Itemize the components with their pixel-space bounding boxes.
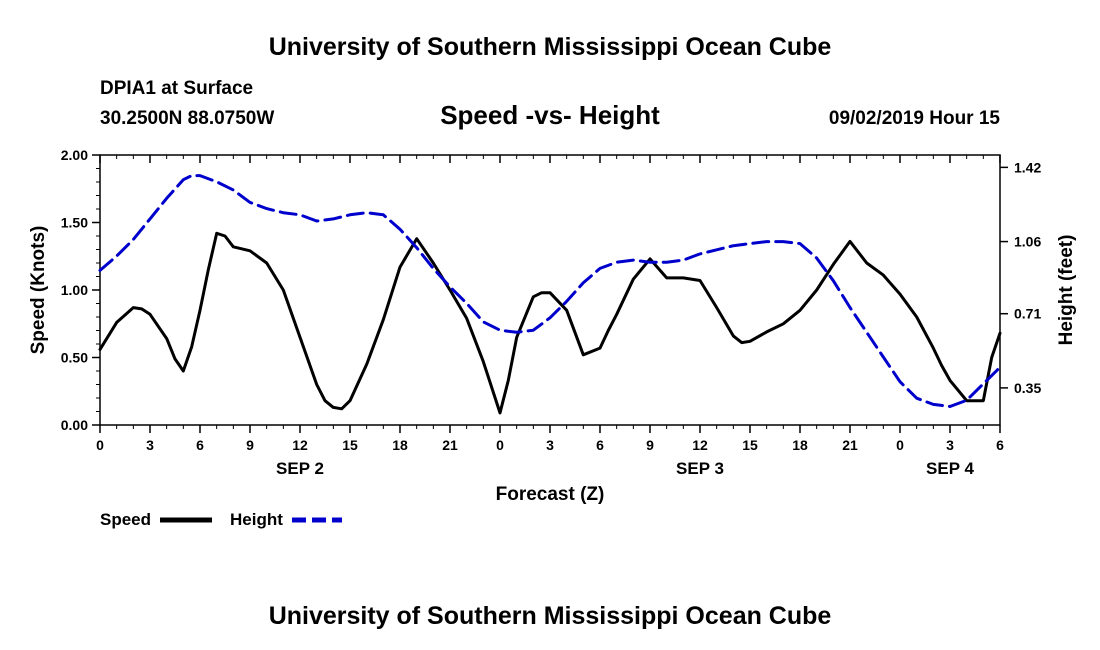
x-axis: 0 3 6 9 12 15 18 21 0 3 6 9 12 15 18 21 0 3 6 xyxy=(96,155,1004,453)
x-tick-label: 12 xyxy=(692,437,708,453)
plot-border xyxy=(99,154,1001,426)
plot-frame xyxy=(99,154,1001,426)
y2-tick-label: 1.42 xyxy=(1014,159,1041,175)
y-tick-label: 0.00 xyxy=(61,417,88,433)
x-tick-label: 15 xyxy=(342,437,358,453)
x-tick-label: 9 xyxy=(646,437,654,453)
y-tick-label: 1.00 xyxy=(61,282,88,298)
x-tick-label: 6 xyxy=(196,437,204,453)
day-label: SEP 4 xyxy=(926,459,974,478)
series-layer xyxy=(98,174,1002,415)
y-tick-label: 2.00 xyxy=(61,147,88,163)
x-tick-label: 18 xyxy=(792,437,808,453)
x-tick-label: 9 xyxy=(246,437,254,453)
plot-title: Speed -vs- Height xyxy=(440,100,660,130)
x-tick-label: 0 xyxy=(96,437,104,453)
legend-height-label: Height xyxy=(230,510,283,529)
series-line-height xyxy=(98,174,1002,408)
day-label: SEP 2 xyxy=(276,459,324,478)
x-axis-label: Forecast (Z) xyxy=(496,484,605,505)
x-tick-label: 3 xyxy=(146,437,154,453)
series-line-speed xyxy=(98,231,1002,415)
x-tick-label: 21 xyxy=(842,437,858,453)
x-tick-label: 6 xyxy=(996,437,1004,453)
y2-tick-label: 0.35 xyxy=(1014,380,1041,396)
y2-tick-label: 0.71 xyxy=(1014,306,1041,322)
x-tick-label: 15 xyxy=(742,437,758,453)
y-axis-left: 0.00 0.50 1.00 1.50 2.00 xyxy=(61,147,100,433)
y-tick-label: 0.50 xyxy=(61,350,88,366)
page-title-top: University of Southern Mississippi Ocean… xyxy=(269,33,832,61)
y2-axis-label: Height (feet) xyxy=(1056,235,1077,346)
page-title-bottom: University of Southern Mississippi Ocean… xyxy=(269,602,832,630)
x-tick-label: 21 xyxy=(442,437,458,453)
legend: Speed Height xyxy=(100,510,342,529)
x-tick-label: 3 xyxy=(946,437,954,453)
y-tick-label: 1.50 xyxy=(61,215,88,231)
x-tick-label: 6 xyxy=(596,437,604,453)
station-label: DPIA1 at Surface xyxy=(100,78,253,99)
legend-speed-label: Speed xyxy=(100,510,151,529)
y-axis-right: 0.35 0.71 1.06 1.42 xyxy=(1000,159,1041,396)
x-tick-label: 0 xyxy=(496,437,504,453)
coords-label: 30.2500N 88.0750W xyxy=(100,108,274,129)
datetime-label: 09/02/2019 Hour 15 xyxy=(829,108,1001,129)
day-labels: SEP 2 SEP 3 SEP 4 xyxy=(276,459,974,478)
x-tick-label: 0 xyxy=(896,437,904,453)
x-tick-label: 3 xyxy=(546,437,554,453)
day-label: SEP 3 xyxy=(676,459,724,478)
y-axis-label: Speed (Knots) xyxy=(28,226,49,355)
x-tick-label: 12 xyxy=(292,437,308,453)
y2-tick-label: 1.06 xyxy=(1014,234,1041,250)
x-tick-label: 18 xyxy=(392,437,408,453)
